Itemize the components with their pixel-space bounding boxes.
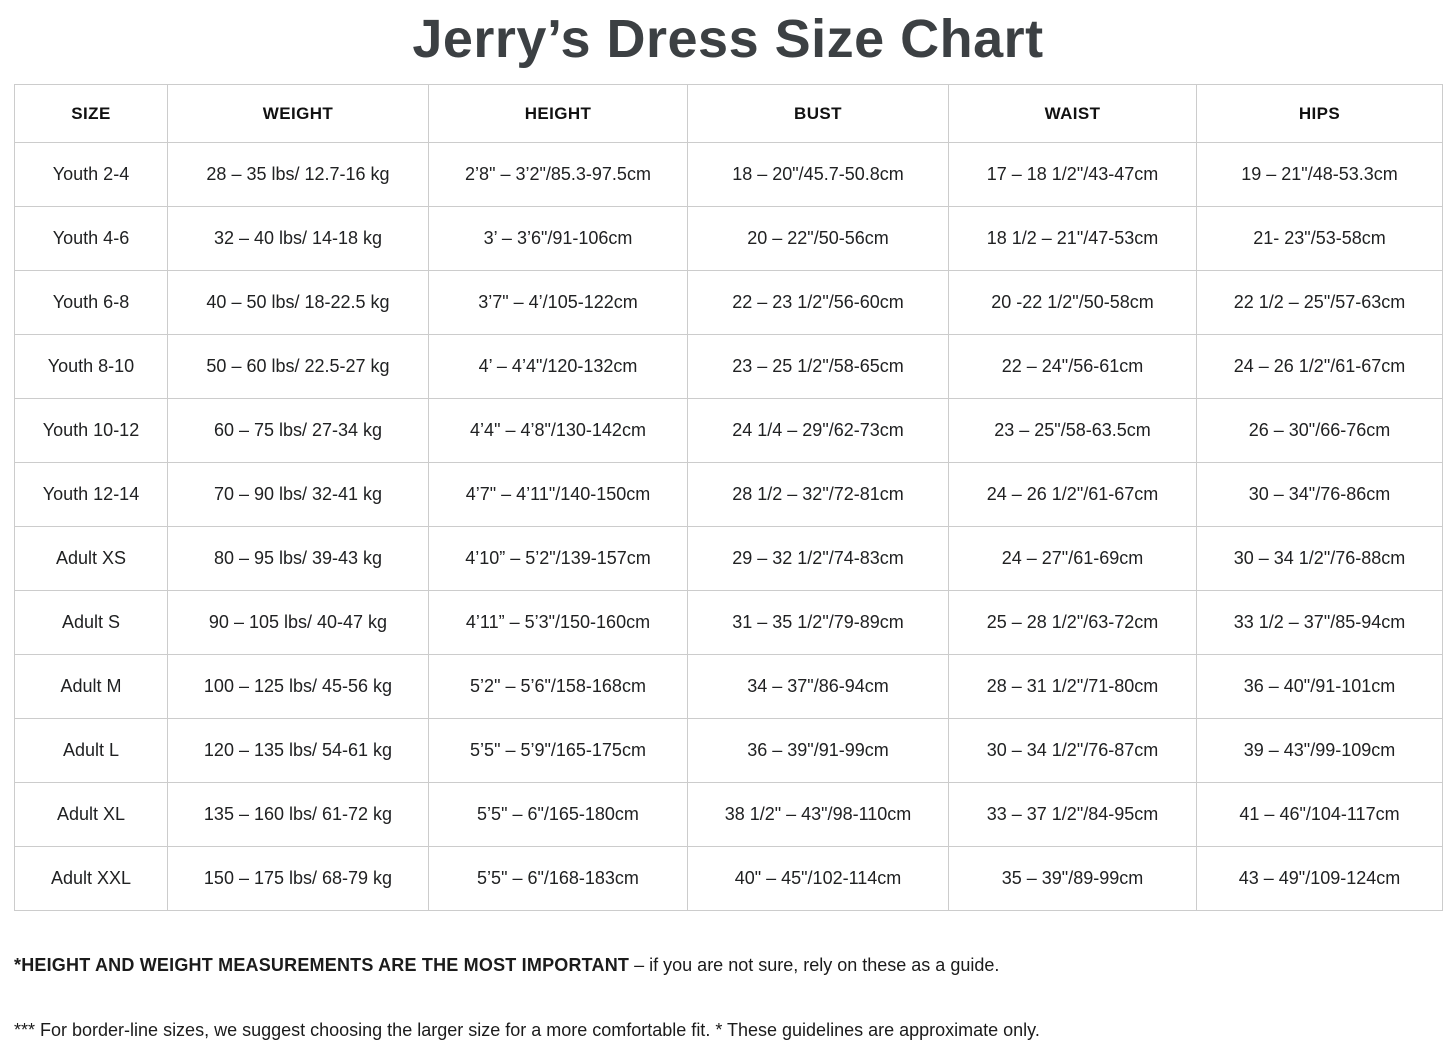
waist-cell: 24 – 27"/61-69cm xyxy=(948,526,1197,591)
size-cell: Youth 6-8 xyxy=(14,270,168,335)
waist-cell: 17 – 18 1/2"/43-47cm xyxy=(948,142,1197,207)
waist-cell: 22 – 24"/56-61cm xyxy=(948,334,1197,399)
waist-cell: 18 1/2 – 21"/47-53cm xyxy=(948,206,1197,271)
note-borderline-sizes: *** For border-line sizes, we suggest ch… xyxy=(14,1020,1040,1040)
size-cell: Adult XS xyxy=(14,526,168,591)
table-row: Youth 2-4 28 – 35 lbs/ 12.7-16 kg 2’8" –… xyxy=(14,142,1443,207)
height-cell: 4’7" – 4’11"/140-150cm xyxy=(428,462,688,527)
bust-cell: 22 – 23 1/2"/56-60cm xyxy=(687,270,949,335)
bust-cell: 31 – 35 1/2"/79-89cm xyxy=(687,590,949,655)
size-cell: Youth 2-4 xyxy=(14,142,168,207)
weight-cell: 90 – 105 lbs/ 40-47 kg xyxy=(167,590,429,655)
hips-cell: 30 – 34"/76-86cm xyxy=(1196,462,1443,527)
size-cell: Adult M xyxy=(14,654,168,719)
weight-cell: 50 – 60 lbs/ 22.5-27 kg xyxy=(167,334,429,399)
note-height-weight: *HEIGHT AND WEIGHT MEASUREMENTS ARE THE … xyxy=(14,955,1442,976)
table-row: Adult S 90 – 105 lbs/ 40-47 kg 4’11” – 5… xyxy=(14,590,1443,655)
waist-cell: 25 – 28 1/2"/63-72cm xyxy=(948,590,1197,655)
table-row: Adult XS 80 – 95 lbs/ 39-43 kg 4’10” – 5… xyxy=(14,526,1443,591)
bust-cell: 40" – 45"/102-114cm xyxy=(687,846,949,911)
table-row: Youth 10-12 60 – 75 lbs/ 27-34 kg 4’4" –… xyxy=(14,398,1443,463)
bust-cell: 24 1/4 – 29"/62-73cm xyxy=(687,398,949,463)
height-cell: 4’4" – 4’8"/130-142cm xyxy=(428,398,688,463)
hips-cell: 30 – 34 1/2"/76-88cm xyxy=(1196,526,1443,591)
column-header-hips: HIPS xyxy=(1196,84,1443,143)
size-chart-table: SIZE WEIGHT HEIGHT BUST WAIST HIPS Youth… xyxy=(14,84,1443,911)
weight-cell: 60 – 75 lbs/ 27-34 kg xyxy=(167,398,429,463)
size-cell: Youth 10-12 xyxy=(14,398,168,463)
bust-cell: 28 1/2 – 32"/72-81cm xyxy=(687,462,949,527)
bust-cell: 36 – 39"/91-99cm xyxy=(687,718,949,783)
header-row: SIZE WEIGHT HEIGHT BUST WAIST HIPS xyxy=(14,84,1443,143)
height-cell: 4’ – 4’4"/120-132cm xyxy=(428,334,688,399)
hips-cell: 26 – 30"/66-76cm xyxy=(1196,398,1443,463)
table-row: Youth 12-14 70 – 90 lbs/ 32-41 kg 4’7" –… xyxy=(14,462,1443,527)
bust-cell: 34 – 37"/86-94cm xyxy=(687,654,949,719)
hips-cell: 22 1/2 – 25"/57-63cm xyxy=(1196,270,1443,335)
size-cell: Adult XXL xyxy=(14,846,168,911)
table-row: Youth 4-6 32 – 40 lbs/ 14-18 kg 3’ – 3’6… xyxy=(14,206,1443,271)
column-header-waist: WAIST xyxy=(948,84,1197,143)
hips-cell: 19 – 21"/48-53.3cm xyxy=(1196,142,1443,207)
note-height-weight-rest: – if you are not sure, rely on these as … xyxy=(629,955,1000,975)
waist-cell: 20 -22 1/2"/50-58cm xyxy=(948,270,1197,335)
weight-cell: 32 – 40 lbs/ 14-18 kg xyxy=(167,206,429,271)
weight-cell: 120 – 135 lbs/ 54-61 kg xyxy=(167,718,429,783)
height-cell: 4’11” – 5’3"/150-160cm xyxy=(428,590,688,655)
height-cell: 5’5" – 6"/168-183cm xyxy=(428,846,688,911)
weight-cell: 150 – 175 lbs/ 68-79 kg xyxy=(167,846,429,911)
table-row: Adult L 120 – 135 lbs/ 54-61 kg 5’5" – 5… xyxy=(14,718,1443,783)
column-header-weight: WEIGHT xyxy=(167,84,429,143)
size-cell: Adult XL xyxy=(14,782,168,847)
waist-cell: 28 – 31 1/2"/71-80cm xyxy=(948,654,1197,719)
table-row: Adult M 100 – 125 lbs/ 45-56 kg 5’2" – 5… xyxy=(14,654,1443,719)
height-cell: 2’8" – 3’2"/85.3-97.5cm xyxy=(428,142,688,207)
height-cell: 3’7" – 4’/105-122cm xyxy=(428,270,688,335)
note-height-weight-bold: *HEIGHT AND WEIGHT MEASUREMENTS ARE THE … xyxy=(14,955,630,975)
table-row: Adult XL 135 – 160 lbs/ 61-72 kg 5’5" – … xyxy=(14,782,1443,847)
height-cell: 3’ – 3’6"/91-106cm xyxy=(428,206,688,271)
bust-cell: 29 – 32 1/2"/74-83cm xyxy=(687,526,949,591)
height-cell: 5’5" – 5’9"/165-175cm xyxy=(428,718,688,783)
table-row: Youth 6-8 40 – 50 lbs/ 18-22.5 kg 3’7" –… xyxy=(14,270,1443,335)
hips-cell: 39 – 43"/99-109cm xyxy=(1196,718,1443,783)
hips-cell: 33 1/2 – 37"/85-94cm xyxy=(1196,590,1443,655)
weight-cell: 80 – 95 lbs/ 39-43 kg xyxy=(167,526,429,591)
hips-cell: 21- 23"/53-58cm xyxy=(1196,206,1443,271)
bust-cell: 18 – 20"/45.7-50.8cm xyxy=(687,142,949,207)
column-header-size: SIZE xyxy=(14,84,168,143)
bust-cell: 23 – 25 1/2"/58-65cm xyxy=(687,334,949,399)
weight-cell: 40 – 50 lbs/ 18-22.5 kg xyxy=(167,270,429,335)
size-cell: Youth 8-10 xyxy=(14,334,168,399)
table-row: Adult XXL 150 – 175 lbs/ 68-79 kg 5’5" –… xyxy=(14,846,1443,911)
weight-cell: 135 – 160 lbs/ 61-72 kg xyxy=(167,782,429,847)
hips-cell: 43 – 49"/109-124cm xyxy=(1196,846,1443,911)
hips-cell: 24 – 26 1/2"/61-67cm xyxy=(1196,334,1443,399)
size-cell: Adult L xyxy=(14,718,168,783)
bust-cell: 20 – 22"/50-56cm xyxy=(687,206,949,271)
column-header-bust: BUST xyxy=(687,84,949,143)
waist-cell: 35 – 39"/89-99cm xyxy=(948,846,1197,911)
weight-cell: 100 – 125 lbs/ 45-56 kg xyxy=(167,654,429,719)
waist-cell: 23 – 25"/58-63.5cm xyxy=(948,398,1197,463)
weight-cell: 70 – 90 lbs/ 32-41 kg xyxy=(167,462,429,527)
table-row: Youth 8-10 50 – 60 lbs/ 22.5-27 kg 4’ – … xyxy=(14,334,1443,399)
column-header-height: HEIGHT xyxy=(428,84,688,143)
height-cell: 4’10” – 5’2"/139-157cm xyxy=(428,526,688,591)
page-title: Jerry’s Dress Size Chart xyxy=(412,9,1044,69)
weight-cell: 28 – 35 lbs/ 12.7-16 kg xyxy=(167,142,429,207)
height-cell: 5’2" – 5’6"/158-168cm xyxy=(428,654,688,719)
waist-cell: 24 – 26 1/2"/61-67cm xyxy=(948,462,1197,527)
hips-cell: 36 – 40"/91-101cm xyxy=(1196,654,1443,719)
hips-cell: 41 – 46"/104-117cm xyxy=(1196,782,1443,847)
size-cell: Youth 12-14 xyxy=(14,462,168,527)
bust-cell: 38 1/2" – 43"/98-110cm xyxy=(687,782,949,847)
waist-cell: 30 – 34 1/2"/76-87cm xyxy=(948,718,1197,783)
size-cell: Adult S xyxy=(14,590,168,655)
height-cell: 5’5" – 6"/165-180cm xyxy=(428,782,688,847)
size-cell: Youth 4-6 xyxy=(14,206,168,271)
waist-cell: 33 – 37 1/2"/84-95cm xyxy=(948,782,1197,847)
